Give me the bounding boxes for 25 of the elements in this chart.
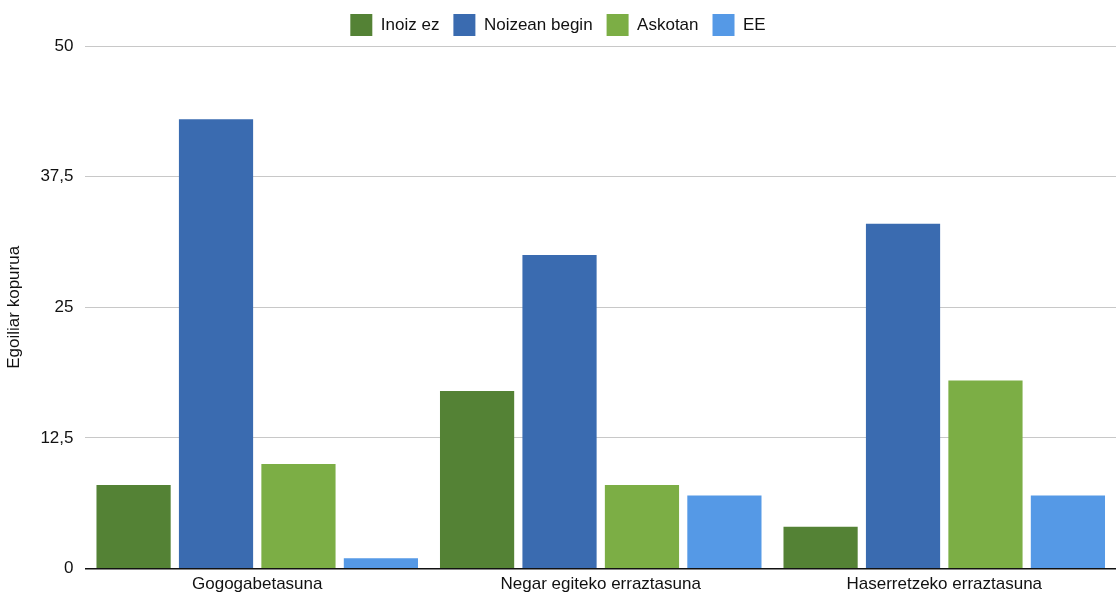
bar xyxy=(439,390,515,569)
bar xyxy=(783,526,858,569)
y-tick-label: 50 xyxy=(54,35,74,55)
bar xyxy=(261,464,336,569)
bar xyxy=(343,558,418,569)
bar xyxy=(96,484,171,569)
bar xyxy=(948,380,1023,569)
bar xyxy=(865,223,941,569)
y-tick-label: 0 xyxy=(64,558,74,578)
y-axis-title: Egoiliar kopurua xyxy=(3,245,23,369)
legend-label: Inoiz ez xyxy=(380,14,440,34)
bar xyxy=(178,119,254,569)
y-tick-label: 25 xyxy=(54,296,74,316)
x-tick-label: Gogogabetasuna xyxy=(192,574,323,594)
legend-label: Askotan xyxy=(637,14,699,34)
bar xyxy=(522,255,597,569)
legend-label: EE xyxy=(743,14,766,34)
y-tick-label: 37,5 xyxy=(40,166,74,186)
x-tick-label: Negar egiteko erraztasuna xyxy=(500,574,702,594)
y-tick-label: 12,5 xyxy=(40,427,74,447)
legend-label: Noizean begin xyxy=(483,14,593,34)
bar xyxy=(604,484,680,569)
x-tick-label: Haserretzeko erraztasuna xyxy=(846,574,1043,594)
bar xyxy=(687,495,762,569)
bar xyxy=(1030,495,1106,569)
